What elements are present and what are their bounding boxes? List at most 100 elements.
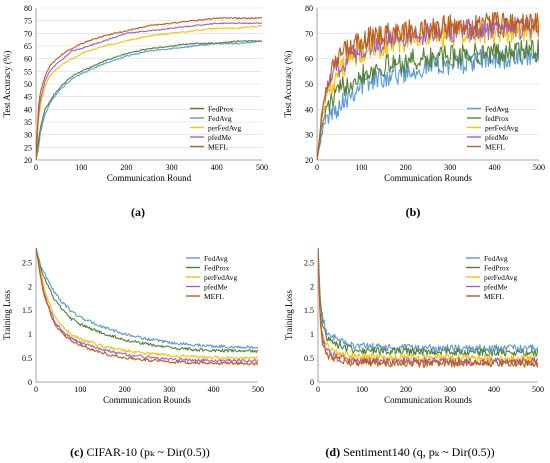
y-tick-label: 25 xyxy=(24,143,32,152)
caption-a: (a) xyxy=(131,205,145,219)
caption-b: (b) xyxy=(406,205,421,219)
x-tick-label: 100 xyxy=(75,163,87,172)
y-tick-label: 55 xyxy=(24,67,32,76)
legend-label: perFedAvg xyxy=(204,273,237,282)
x-tick-label: 200 xyxy=(400,163,412,172)
legend-label: pfedMe xyxy=(208,133,232,142)
panel-d: 0 100 200 300 400 500 0 0.5 1 1.5 2 2.5 Communicatio… xyxy=(284,247,544,405)
y-tick-label: 70 xyxy=(305,29,313,38)
legend-label: MEFL xyxy=(484,292,504,301)
series-line-fedprox xyxy=(36,247,258,354)
caption-d: (d) Sentiment140 (q, pₖ ~ Dir(0.5)) xyxy=(325,445,494,459)
x-tick-label: 500 xyxy=(532,385,544,394)
y-axis-label: Test Accuracy (%) xyxy=(2,51,12,118)
y-tick-label: 1 xyxy=(28,330,32,339)
x-tick-label: 500 xyxy=(256,163,268,172)
x-tick-label: 400 xyxy=(208,385,220,394)
y-tick-label: 65 xyxy=(24,42,32,51)
y-tick-label: 2 xyxy=(310,282,314,291)
series-line-perfedavg xyxy=(318,247,538,363)
x-tick-label: 300 xyxy=(444,385,456,394)
legend-label: pfedMe xyxy=(204,283,228,292)
panel-a: 0 100 200 300 400 500 20 25 30 35 40 45 50 55 60 65 70 75… xyxy=(2,4,268,183)
y-tick-label: 0 xyxy=(28,378,32,387)
x-tick-label: 200 xyxy=(400,385,412,394)
y-tick-label: 1.5 xyxy=(304,306,314,315)
series-line-mefl xyxy=(36,247,258,366)
legend-label: perFedAvg xyxy=(208,124,241,133)
y-tick-label: 40 xyxy=(305,105,313,114)
x-axis-label: Communication Rounds xyxy=(384,395,472,405)
series-line-perfedavg xyxy=(36,247,258,361)
x-tick-label: 100 xyxy=(355,163,367,172)
series-line-fedavg xyxy=(36,247,258,350)
legend-label: FedAvg xyxy=(208,114,232,123)
series-line-fedprox xyxy=(317,39,539,160)
y-tick-label: 60 xyxy=(24,55,32,64)
y-tick-label: 2.5 xyxy=(22,258,32,267)
y-tick-label: 70 xyxy=(24,29,32,38)
series-line-perfedavg xyxy=(36,25,262,160)
x-tick-label: 100 xyxy=(356,385,368,394)
series-line-mefl xyxy=(36,16,262,160)
series-line-pfedme xyxy=(36,247,258,363)
y-tick-label: 1 xyxy=(310,330,314,339)
y-tick-label: 30 xyxy=(24,131,32,140)
y-tick-label: 0 xyxy=(310,378,314,387)
x-axis-label: Communication Rounds xyxy=(103,395,191,405)
x-tick-label: 200 xyxy=(120,163,132,172)
x-tick-label: 0 xyxy=(34,385,38,394)
y-tick-label: 1.5 xyxy=(22,306,32,315)
legend-label: FedAvg xyxy=(204,254,228,263)
x-tick-label: 500 xyxy=(533,163,545,172)
y-tick-label: 2 xyxy=(28,282,32,291)
x-tick-label: 0 xyxy=(34,163,38,172)
legend-label: perFedAvg xyxy=(484,273,517,282)
panel-b: 0 100 200 300 400 500 20 30 40 50 60 70 80 Communicat… xyxy=(283,4,545,183)
y-tick-label: 20 xyxy=(305,156,313,165)
legend-label: MEFL xyxy=(204,292,224,301)
y-tick-label: 80 xyxy=(305,4,313,13)
y-axis-label: Training Loss xyxy=(2,290,12,340)
legend-label: FedAvg xyxy=(485,105,509,114)
legend-label: perFedAvg xyxy=(485,124,518,133)
series-line-mefl xyxy=(318,247,538,368)
legend-label: pfedMe xyxy=(484,283,508,292)
legend-label: FedProx xyxy=(208,105,234,114)
series-line-fedprox xyxy=(36,39,262,160)
y-tick-label: 35 xyxy=(24,118,32,127)
y-tick-label: 50 xyxy=(24,80,32,89)
x-axis-label: Communication Rounds xyxy=(384,173,472,183)
x-tick-label: 400 xyxy=(211,163,223,172)
x-tick-label: 0 xyxy=(315,163,319,172)
x-tick-label: 0 xyxy=(316,385,320,394)
x-tick-label: 300 xyxy=(163,385,175,394)
y-tick-label: 0.5 xyxy=(304,354,314,363)
y-axis-label: Test Accuracy (%) xyxy=(283,51,293,118)
y-tick-label: 40 xyxy=(24,105,32,114)
x-tick-label: 200 xyxy=(119,385,131,394)
series-line-fedprox xyxy=(318,247,538,357)
x-tick-label: 500 xyxy=(252,385,264,394)
series-line-mefl xyxy=(317,11,539,160)
legend-label: FedProx xyxy=(204,264,230,273)
legend-label: MEFL xyxy=(208,143,228,152)
series-line-pfedme xyxy=(36,22,262,160)
y-axis-label: Training Loss xyxy=(284,290,294,340)
legend-label: fedProx xyxy=(485,114,509,123)
caption-c: (c) CIFAR-10 (pₖ ~ Dir(0.5)) xyxy=(70,445,210,459)
x-tick-label: 300 xyxy=(444,163,456,172)
x-tick-label: 400 xyxy=(488,385,500,394)
x-axis-label: Communication Round xyxy=(107,173,192,183)
panel-c: 0 100 200 300 400 500 0 0.5 1 1.5 2 2.5 Communicatio… xyxy=(2,247,264,405)
x-tick-label: 400 xyxy=(489,163,501,172)
y-tick-label: 0.5 xyxy=(22,354,32,363)
y-tick-label: 50 xyxy=(305,80,313,89)
legend-label: FedAvg xyxy=(484,254,508,263)
x-tick-label: 100 xyxy=(74,385,86,394)
y-tick-label: 2.5 xyxy=(304,258,314,267)
y-tick-label: 75 xyxy=(24,17,32,26)
y-tick-label: 30 xyxy=(305,131,313,140)
legend-label: pfedMe xyxy=(485,133,509,142)
